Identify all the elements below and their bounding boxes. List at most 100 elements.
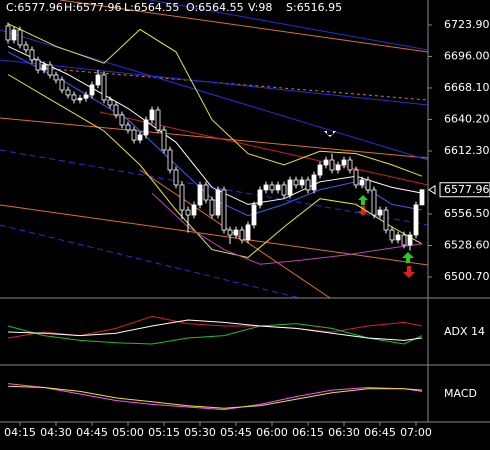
y-tick-label: 6668.10 — [444, 81, 490, 94]
candle-body — [221, 189, 227, 231]
candle-body — [119, 114, 125, 126]
header-value: H:6577.96 — [64, 1, 121, 14]
y-tick-label: 6556.50 — [444, 207, 490, 220]
candle-body — [305, 179, 311, 191]
current-price: 6577.96 — [444, 183, 490, 196]
candle-body — [257, 189, 263, 206]
candle-body — [89, 84, 95, 96]
candle-body — [35, 59, 41, 71]
x-tick-label: 06:15 — [292, 426, 324, 439]
header-value: O:6564.55 — [186, 1, 244, 14]
candle-body — [341, 159, 347, 166]
candle-body — [395, 234, 401, 241]
candle-body — [377, 209, 383, 216]
candle-body — [131, 129, 137, 141]
candle-body — [113, 104, 119, 116]
candle-body — [389, 229, 395, 241]
candle-body — [329, 159, 335, 171]
signal-arrows — [324, 131, 415, 278]
candle-body — [419, 189, 425, 206]
x-tick-label: 05:00 — [112, 426, 144, 439]
candle-body — [371, 189, 377, 216]
y-tick-label: 6612.30 — [444, 144, 490, 157]
candle-body — [47, 64, 53, 76]
candle-body — [137, 134, 143, 141]
candle-body — [227, 229, 233, 236]
candle-body — [311, 174, 317, 191]
y-tick-label: 6696.00 — [444, 49, 490, 62]
candle-body — [179, 184, 185, 211]
candle-body — [101, 74, 107, 101]
y-tick-label: 6723.90 — [444, 18, 490, 31]
candle-body — [401, 234, 407, 246]
candle-body — [299, 179, 305, 186]
candle-body — [383, 209, 389, 231]
candle-body — [161, 129, 167, 151]
candle-body — [263, 184, 269, 191]
candle-body — [83, 94, 89, 99]
overlay-line — [7, 23, 423, 177]
candle-body — [275, 184, 281, 191]
candle-body — [155, 109, 161, 131]
candle-body — [53, 74, 59, 81]
x-tick-label: 04:45 — [76, 426, 108, 439]
candle-body — [407, 234, 413, 246]
candle-body — [29, 49, 35, 61]
candle-body — [143, 119, 149, 136]
candle-body — [191, 204, 197, 216]
candle-body — [239, 229, 245, 241]
candle-body — [353, 169, 359, 186]
x-tick-label: 06:00 — [256, 426, 288, 439]
candle-body — [245, 224, 251, 241]
indicator-label: ADX 14 — [444, 325, 485, 338]
candle-body — [95, 74, 101, 86]
x-tick-label: 04:30 — [40, 426, 72, 439]
candle-body — [209, 199, 215, 216]
x-tick-label: 05:15 — [148, 426, 180, 439]
x-tick-label: 04:15 — [4, 426, 36, 439]
indicator-label: MACD — [444, 387, 477, 400]
candle-body — [17, 29, 23, 46]
y-tick-label: 6500.70 — [444, 270, 490, 283]
x-tick-label: 05:45 — [220, 426, 252, 439]
candle-body — [359, 179, 365, 186]
candle-body — [59, 79, 65, 91]
candle-body — [65, 89, 71, 96]
candle-body — [11, 29, 17, 41]
x-tick-label: 05:30 — [184, 426, 216, 439]
candle-body — [251, 204, 257, 226]
candle-body — [365, 179, 371, 191]
candle-body — [125, 124, 131, 131]
candle-body — [5, 25, 11, 41]
separators — [0, 0, 490, 423]
header-value: S:6516.95 — [286, 1, 342, 14]
candle-body — [335, 164, 341, 171]
header-value: L:6564.55 — [124, 1, 179, 14]
candle-body — [23, 44, 29, 51]
x-tick-label: 06:30 — [328, 426, 360, 439]
indicator-line — [7, 319, 423, 341]
overlay-line — [7, 74, 423, 259]
candle-body — [185, 209, 191, 216]
candle-body — [287, 179, 293, 196]
candle-body — [173, 169, 179, 186]
candle-body — [167, 149, 173, 171]
indicator-line — [7, 385, 423, 409]
y-tick-label: 6528.60 — [444, 238, 490, 251]
candle-body — [269, 184, 275, 191]
candle-body — [149, 109, 155, 121]
candle-body — [71, 94, 77, 101]
candle-body — [281, 184, 287, 196]
candle-body — [323, 159, 329, 166]
x-tick-label: 07:00 — [400, 426, 432, 439]
candle-body — [107, 99, 113, 106]
candle-body — [293, 179, 299, 186]
candle-body — [41, 64, 47, 71]
overlay-line — [151, 192, 423, 265]
candle-body — [233, 229, 239, 236]
header-value: V:98 — [248, 1, 272, 14]
y-tick-label: 6640.20 — [444, 112, 490, 125]
candle-body — [215, 189, 221, 216]
